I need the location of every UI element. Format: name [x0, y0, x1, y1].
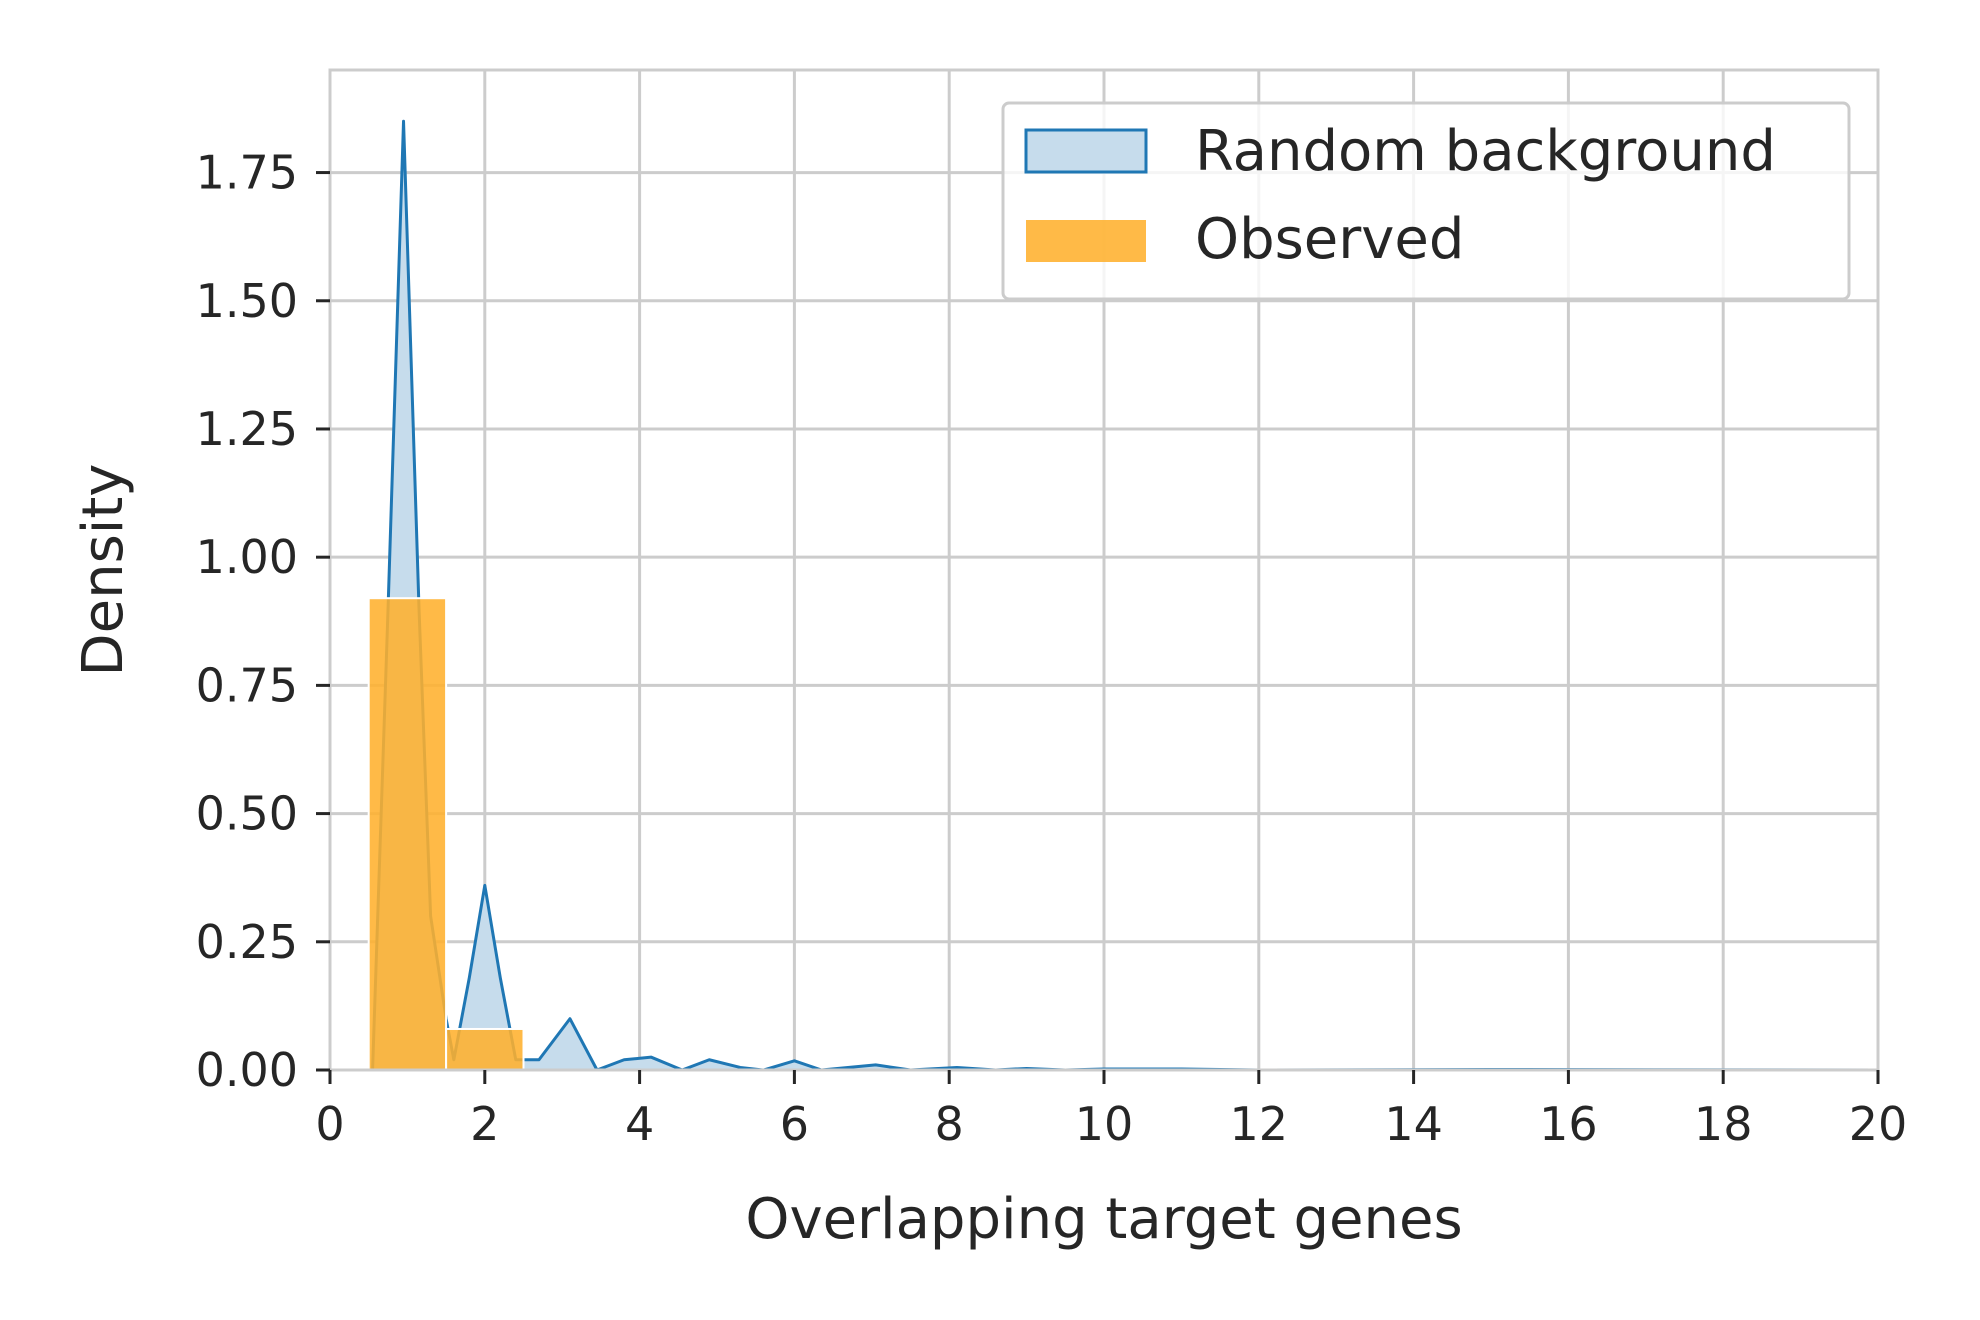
legend-label-observed: Observed	[1195, 207, 1464, 272]
x-tick-label: 10	[1075, 1097, 1134, 1151]
observed-bar	[367, 597, 448, 1071]
legend-swatch-observed	[1026, 220, 1146, 262]
y-tick-label: 1.50	[196, 274, 298, 328]
y-tick-label: 0.25	[196, 915, 298, 969]
x-tick-label: 14	[1384, 1097, 1443, 1151]
legend-swatch-random-background	[1024, 128, 1148, 174]
y-axis: 0.00 0.25 0.50 0.75 1.00 1.25 1.50 1.75	[196, 146, 330, 1097]
x-tick-label: 8	[935, 1097, 964, 1151]
x-tick-label: 16	[1539, 1097, 1598, 1151]
x-tick-label: 2	[470, 1097, 499, 1151]
legend: Random background Observed	[1001, 101, 1851, 301]
y-tick-label: 1.75	[196, 146, 298, 200]
x-tick-label: 4	[625, 1097, 654, 1151]
y-tick-label: 0.75	[196, 658, 298, 712]
x-tick-label: 18	[1694, 1097, 1753, 1151]
x-tick-label: 0	[315, 1097, 344, 1151]
x-tick-label: 20	[1849, 1097, 1908, 1151]
y-axis-title: Density	[71, 464, 136, 677]
observed-bar	[445, 1027, 525, 1072]
legend-label-random-background: Random background	[1195, 119, 1776, 184]
y-tick-label: 0.00	[196, 1043, 298, 1097]
y-tick-label: 1.00	[196, 530, 298, 584]
x-tick-label: 6	[780, 1097, 809, 1151]
observed-histogram	[367, 597, 525, 1072]
legend-frame	[1001, 101, 1851, 301]
x-axis: 0 2 4 6 8 10 12 14 16 18 20	[315, 1070, 1907, 1151]
y-tick-label: 0.50	[196, 787, 298, 841]
y-tick-label: 1.25	[196, 402, 298, 456]
x-axis-title: Overlapping target genes	[745, 1187, 1462, 1252]
x-tick-label: 12	[1230, 1097, 1289, 1151]
